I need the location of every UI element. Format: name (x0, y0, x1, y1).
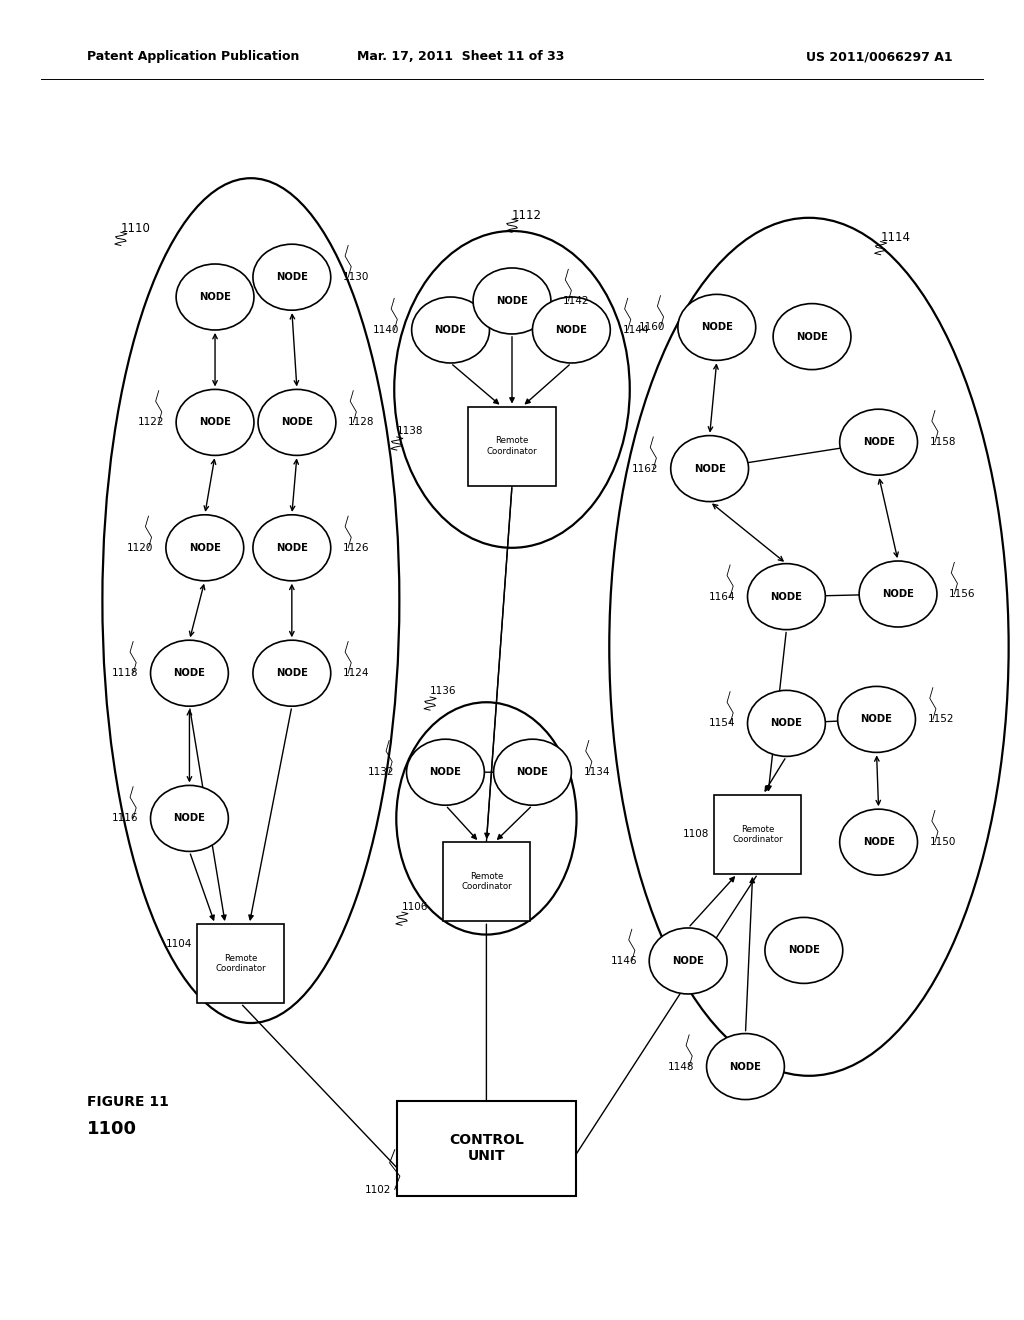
Ellipse shape (748, 690, 825, 756)
Bar (469, 407, 555, 486)
Text: 1102: 1102 (366, 1185, 391, 1196)
Text: NODE: NODE (199, 292, 231, 302)
Text: 1114: 1114 (881, 231, 910, 244)
Text: Mar. 17, 2011  Sheet 11 of 33: Mar. 17, 2011 Sheet 11 of 33 (357, 50, 564, 63)
Ellipse shape (176, 264, 254, 330)
Text: NODE: NODE (787, 945, 820, 956)
Text: NODE: NODE (882, 589, 914, 599)
Text: 1122: 1122 (137, 417, 164, 428)
Text: NODE: NODE (770, 591, 803, 602)
Text: NODE: NODE (199, 417, 231, 428)
Bar (715, 795, 801, 874)
Text: 1144: 1144 (623, 325, 649, 335)
Text: 1134: 1134 (584, 767, 610, 777)
Text: FIGURE 11: FIGURE 11 (87, 1094, 169, 1109)
Text: NODE: NODE (429, 767, 462, 777)
Ellipse shape (671, 436, 749, 502)
Text: Remote
Coordinator: Remote Coordinator (486, 437, 538, 455)
Text: CONTROL
UNIT: CONTROL UNIT (449, 1134, 524, 1163)
Ellipse shape (840, 409, 918, 475)
Ellipse shape (838, 686, 915, 752)
Ellipse shape (176, 389, 254, 455)
Text: 1152: 1152 (928, 714, 954, 725)
Ellipse shape (473, 268, 551, 334)
Text: NODE: NODE (862, 437, 895, 447)
Bar (442, 842, 530, 921)
Text: 1142: 1142 (563, 296, 590, 306)
Text: 1130: 1130 (343, 272, 370, 282)
Text: Remote
Coordinator: Remote Coordinator (215, 954, 266, 973)
Text: 1148: 1148 (668, 1061, 694, 1072)
Text: NODE: NODE (516, 767, 549, 777)
Text: NODE: NODE (434, 325, 467, 335)
Text: 1106: 1106 (401, 902, 428, 912)
Bar (197, 924, 284, 1003)
Text: 1120: 1120 (127, 543, 154, 553)
Text: 1164: 1164 (709, 591, 735, 602)
Ellipse shape (151, 785, 228, 851)
Ellipse shape (649, 928, 727, 994)
Text: 1104: 1104 (166, 939, 191, 949)
Text: 1160: 1160 (639, 322, 666, 333)
Text: 1136: 1136 (430, 686, 457, 697)
Text: 1118: 1118 (112, 668, 138, 678)
Ellipse shape (253, 244, 331, 310)
Ellipse shape (253, 640, 331, 706)
Ellipse shape (253, 515, 331, 581)
Text: 1116: 1116 (112, 813, 138, 824)
Ellipse shape (494, 739, 571, 805)
Text: Remote
Coordinator: Remote Coordinator (461, 873, 512, 891)
Ellipse shape (166, 515, 244, 581)
Text: NODE: NODE (275, 668, 308, 678)
Text: NODE: NODE (693, 463, 726, 474)
Text: 1132: 1132 (368, 767, 394, 777)
Bar (396, 1101, 575, 1196)
Text: NODE: NODE (275, 272, 308, 282)
Text: 1156: 1156 (949, 589, 976, 599)
Ellipse shape (773, 304, 851, 370)
Text: NODE: NODE (173, 668, 206, 678)
Text: 1108: 1108 (683, 829, 709, 840)
Text: NODE: NODE (275, 543, 308, 553)
Text: NODE: NODE (555, 325, 588, 335)
Text: NODE: NODE (860, 714, 893, 725)
Ellipse shape (707, 1034, 784, 1100)
Text: NODE: NODE (281, 417, 313, 428)
Ellipse shape (532, 297, 610, 363)
Text: 1128: 1128 (348, 417, 375, 428)
Ellipse shape (407, 739, 484, 805)
Text: 1124: 1124 (343, 668, 370, 678)
Text: NODE: NODE (496, 296, 528, 306)
Text: 1150: 1150 (930, 837, 956, 847)
Text: NODE: NODE (862, 837, 895, 847)
Text: 1162: 1162 (632, 463, 658, 474)
Text: 1138: 1138 (397, 426, 423, 437)
Ellipse shape (859, 561, 937, 627)
Ellipse shape (678, 294, 756, 360)
Text: US 2011/0066297 A1: US 2011/0066297 A1 (806, 50, 952, 63)
Text: 1126: 1126 (343, 543, 370, 553)
Text: NODE: NODE (796, 331, 828, 342)
Ellipse shape (840, 809, 918, 875)
Text: 1154: 1154 (709, 718, 735, 729)
Text: 1100: 1100 (87, 1119, 137, 1138)
Ellipse shape (748, 564, 825, 630)
Text: NODE: NODE (173, 813, 206, 824)
Text: 1146: 1146 (610, 956, 637, 966)
Text: NODE: NODE (770, 718, 803, 729)
Text: NODE: NODE (672, 956, 705, 966)
Text: Remote
Coordinator: Remote Coordinator (732, 825, 783, 843)
Text: NODE: NODE (700, 322, 733, 333)
Ellipse shape (412, 297, 489, 363)
Text: NODE: NODE (188, 543, 221, 553)
Ellipse shape (765, 917, 843, 983)
Text: NODE: NODE (729, 1061, 762, 1072)
Text: 1158: 1158 (930, 437, 956, 447)
Ellipse shape (258, 389, 336, 455)
Ellipse shape (151, 640, 228, 706)
Text: 1112: 1112 (512, 209, 542, 222)
Text: Patent Application Publication: Patent Application Publication (87, 50, 299, 63)
Text: 1110: 1110 (121, 222, 151, 235)
Text: 1140: 1140 (373, 325, 399, 335)
